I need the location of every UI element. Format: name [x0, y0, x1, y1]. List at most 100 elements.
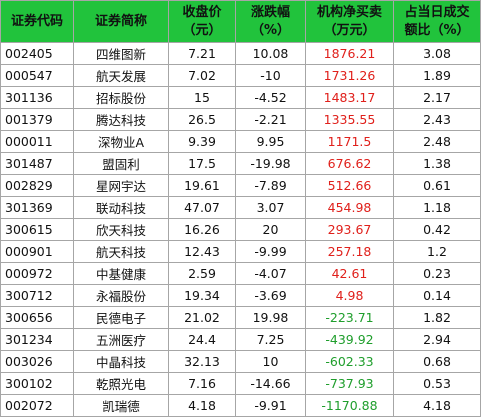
table-cell: 欣天科技 [73, 218, 169, 241]
table-row: 300102 乾照光电 7.16 -14.66 -737.93 0.53 [0, 372, 481, 395]
table-cell: -2.21 [235, 108, 306, 131]
table-cell: -4.52 [235, 86, 306, 109]
table-cell: 16.26 [168, 218, 236, 241]
table-cell: 中晶科技 [73, 350, 169, 373]
table-row: 301234 五洲医疗 24.4 7.25 -439.92 2.94 [0, 328, 481, 351]
table-cell: 000011 [0, 130, 74, 153]
table-cell: -223.71 [305, 306, 394, 329]
table-cell: 19.98 [235, 306, 306, 329]
table-cell: 301369 [0, 196, 74, 219]
table-cell: 0.23 [393, 262, 481, 285]
table-cell: 永福股份 [73, 284, 169, 307]
table-cell: 星网宇达 [73, 174, 169, 197]
table-cell: 1.89 [393, 64, 481, 87]
table-cell: -737.93 [305, 372, 394, 395]
table-cell: 301487 [0, 152, 74, 175]
table-cell: 航天科技 [73, 240, 169, 263]
table-cell: -19.98 [235, 152, 306, 175]
table-cell: 19.61 [168, 174, 236, 197]
table-row: 002829 星网宇达 19.61 -7.89 512.66 0.61 [0, 174, 481, 197]
table-cell: 0.42 [393, 218, 481, 241]
table-cell: 联动科技 [73, 196, 169, 219]
table-cell: 24.4 [168, 328, 236, 351]
table-cell: 9.95 [235, 130, 306, 153]
header-cell: 证券代码 [0, 0, 74, 43]
table-row: 301369 联动科技 47.07 3.07 454.98 1.18 [0, 196, 481, 219]
table-cell: 301234 [0, 328, 74, 351]
table-row: 000547 航天发展 7.02 -10 1731.26 1.89 [0, 64, 481, 87]
table-cell: 中基健康 [73, 262, 169, 285]
table-cell: 293.67 [305, 218, 394, 241]
table-cell: 20 [235, 218, 306, 241]
table-cell: 003026 [0, 350, 74, 373]
table-cell: -602.33 [305, 350, 394, 373]
table-cell: 四维图新 [73, 42, 169, 65]
table-cell: 凯瑞德 [73, 394, 169, 417]
table-row: 000901 航天科技 12.43 -9.99 257.18 1.2 [0, 240, 481, 263]
table-row: 300615 欣天科技 16.26 20 293.67 0.42 [0, 218, 481, 241]
table-cell: 10.08 [235, 42, 306, 65]
header-cell: 收盘价 （元） [168, 0, 236, 43]
table-cell: 10 [235, 350, 306, 373]
table-row: 002405 四维图新 7.21 10.08 1876.21 3.08 [0, 42, 481, 65]
table-cell: 1.38 [393, 152, 481, 175]
table-cell: 32.13 [168, 350, 236, 373]
table-cell: 001379 [0, 108, 74, 131]
table-cell: 五洲医疗 [73, 328, 169, 351]
header-text: 证券简称 [94, 13, 147, 29]
header-text: 机构净买卖 [316, 4, 382, 20]
table-cell: -439.92 [305, 328, 394, 351]
table-cell: 深物业A [73, 130, 169, 153]
table-cell: -10 [235, 64, 306, 87]
table-cell: 301136 [0, 86, 74, 109]
header-cell: 机构净买卖 （万元） [305, 0, 394, 43]
table-cell: 1.2 [393, 240, 481, 263]
table-cell: 1876.21 [305, 42, 394, 65]
table-cell: 47.07 [168, 196, 236, 219]
table-cell: 2.17 [393, 86, 481, 109]
table-cell: -4.07 [235, 262, 306, 285]
table-cell: 15 [168, 86, 236, 109]
header-text: （万元） [323, 22, 376, 38]
table-cell: 1.82 [393, 306, 481, 329]
table-cell: -9.91 [235, 394, 306, 417]
table-cell: 002072 [0, 394, 74, 417]
header-text: 额比（%） [404, 22, 470, 38]
table-cell: 0.53 [393, 372, 481, 395]
table-cell: 民德电子 [73, 306, 169, 329]
table-cell: 9.39 [168, 130, 236, 153]
table-cell: -9.99 [235, 240, 306, 263]
table-cell: 26.5 [168, 108, 236, 131]
table-row: 301487 盟固利 17.5 -19.98 676.62 1.38 [0, 152, 481, 175]
table-row: 301136 招标股份 15 -4.52 1483.17 2.17 [0, 86, 481, 109]
table-row: 003026 中晶科技 32.13 10 -602.33 0.68 [0, 350, 481, 373]
table-cell: 7.02 [168, 64, 236, 87]
table-cell: -14.66 [235, 372, 306, 395]
table-cell: -1170.88 [305, 394, 394, 417]
header-row: 证券代码 证券简称 收盘价 （元） 涨跌幅 （%） 机构净买卖 （万元） 占当日成交 额比（%） [0, 0, 481, 43]
table-cell: 乾照光电 [73, 372, 169, 395]
table-cell: 19.34 [168, 284, 236, 307]
table-cell: 0.68 [393, 350, 481, 373]
table-row: 002072 凯瑞德 4.18 -9.91 -1170.88 4.18 [0, 394, 481, 417]
table-cell: 2.94 [393, 328, 481, 351]
table-cell: 0.61 [393, 174, 481, 197]
table-cell: 21.02 [168, 306, 236, 329]
table-cell: 257.18 [305, 240, 394, 263]
table-row: 000011 深物业A 9.39 9.95 1171.5 2.48 [0, 130, 481, 153]
header-text: 证券代码 [10, 13, 63, 29]
table-cell: 000547 [0, 64, 74, 87]
table-cell: 7.25 [235, 328, 306, 351]
table-cell: 454.98 [305, 196, 394, 219]
table-row: 300656 民德电子 21.02 19.98 -223.71 1.82 [0, 306, 481, 329]
table-body: 002405 四维图新 7.21 10.08 1876.21 3.08 000547 航天发展… [0, 42, 481, 417]
table-row: 000972 中基健康 2.59 -4.07 42.61 0.23 [0, 262, 481, 285]
table-cell: 300712 [0, 284, 74, 307]
table-row: 300712 永福股份 19.34 -3.69 4.98 0.14 [0, 284, 481, 307]
table-cell: -7.89 [235, 174, 306, 197]
header-text: （%） [250, 22, 291, 38]
table-cell: 1171.5 [305, 130, 394, 153]
table-cell: 腾达科技 [73, 108, 169, 131]
table-cell: 7.16 [168, 372, 236, 395]
